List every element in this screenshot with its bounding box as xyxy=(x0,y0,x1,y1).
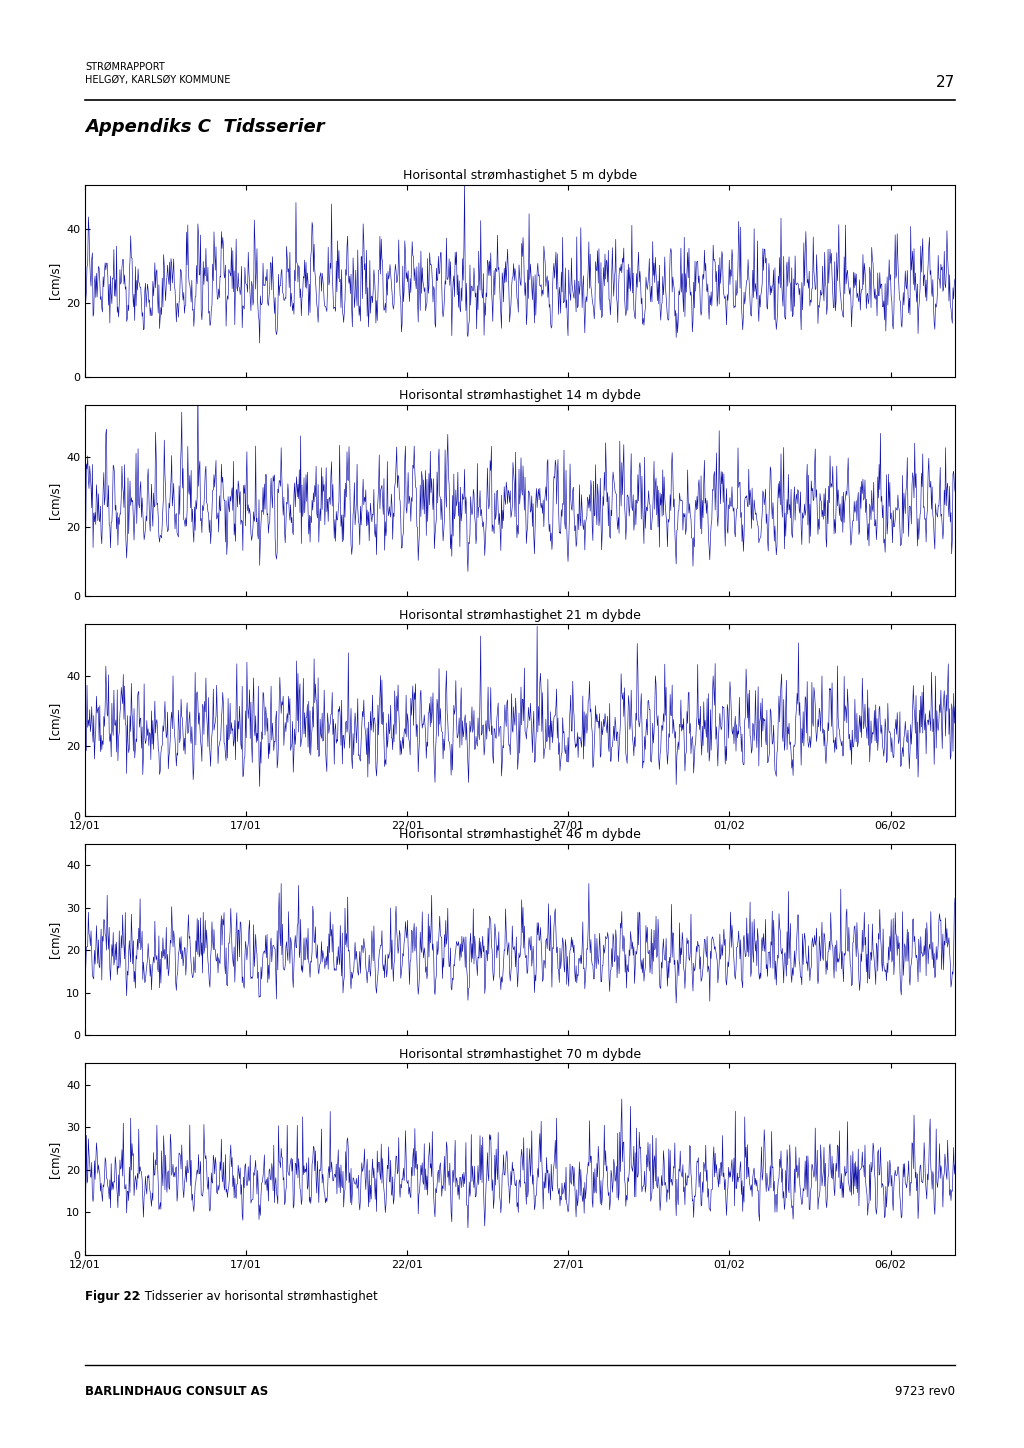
Y-axis label: [cm/s]: [cm/s] xyxy=(49,701,61,738)
Text: : Tidsserier av horisontal strømhastighet: : Tidsserier av horisontal strømhastighe… xyxy=(137,1290,378,1303)
Text: Figur 22: Figur 22 xyxy=(85,1290,140,1303)
Y-axis label: [cm/s]: [cm/s] xyxy=(49,482,61,518)
Title: Horisontal strømhastighet 21 m dybde: Horisontal strømhastighet 21 m dybde xyxy=(399,608,641,621)
Y-axis label: [cm/s]: [cm/s] xyxy=(49,1141,61,1177)
Title: Horisontal strømhastighet 5 m dybde: Horisontal strømhastighet 5 m dybde xyxy=(402,169,637,182)
Text: BARLINDHAUG CONSULT AS: BARLINDHAUG CONSULT AS xyxy=(85,1384,268,1397)
Y-axis label: [cm/s]: [cm/s] xyxy=(49,921,61,959)
Text: Appendiks C  Tidsserier: Appendiks C Tidsserier xyxy=(85,117,325,136)
Text: STRØMRAPPORT: STRØMRAPPORT xyxy=(85,62,165,72)
Title: Horisontal strømhastighet 14 m dybde: Horisontal strømhastighet 14 m dybde xyxy=(399,390,641,403)
Title: Horisontal strømhastighet 70 m dybde: Horisontal strømhastighet 70 m dybde xyxy=(399,1048,641,1061)
Text: 9723 rev0: 9723 rev0 xyxy=(895,1384,955,1397)
Text: HELGØY, KARLSØY KOMMUNE: HELGØY, KARLSØY KOMMUNE xyxy=(85,75,230,85)
Y-axis label: [cm/s]: [cm/s] xyxy=(49,262,61,300)
Text: 27: 27 xyxy=(936,75,955,90)
Title: Horisontal strømhastighet 46 m dybde: Horisontal strømhastighet 46 m dybde xyxy=(399,828,641,841)
